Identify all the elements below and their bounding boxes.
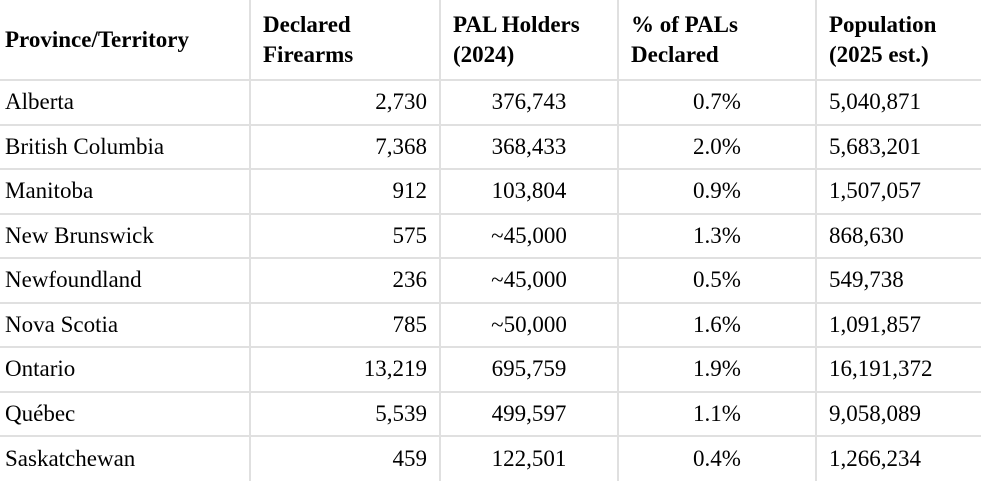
header-row: Province/Territory Declared Firearms PAL H… [0,0,981,81]
value-cell: 912 [249,168,441,215]
column-header: Province/Territory [0,0,251,81]
value-cell: 459 [249,435,441,481]
column-header: Declared Firearms [249,0,441,81]
value-cell: 122,501 [439,435,619,481]
value-cell: 695,759 [439,346,619,393]
province-cell: New Brunswick [0,212,251,259]
value-cell: 236 [249,257,441,304]
table-header: Province/Territory Declared Firearms PAL H… [0,0,981,81]
value-cell: 13,219 [249,346,441,393]
column-header: Population (2025 est.) [815,0,981,81]
column-header: PAL Holders (2024) [439,0,619,81]
value-cell: 1,507,057 [815,168,981,215]
province-cell: Ontario [0,346,251,393]
value-cell: 0.4% [617,435,817,481]
value-cell: 2,730 [249,79,441,126]
province-cell: Newfoundland [0,257,251,304]
value-cell: 368,433 [439,123,619,170]
value-cell: 9,058,089 [815,390,981,437]
value-cell: 376,743 [439,79,619,126]
value-cell: ~45,000 [439,257,619,304]
value-cell: 575 [249,212,441,259]
value-cell: 0.9% [617,168,817,215]
table-row: Nova Scotia 785 ~50,000 1.6% 1,091,857 [0,301,981,348]
table-row: Alberta 2,730 376,743 0.7% 5,040,871 [0,79,981,126]
table-row: New Brunswick 575 ~45,000 1.3% 868,630 [0,212,981,259]
value-cell: 1.3% [617,212,817,259]
value-cell: 1,266,234 [815,435,981,481]
table-row: Newfoundland 236 ~45,000 0.5% 549,738 [0,257,981,304]
value-cell: 868,630 [815,212,981,259]
value-cell: ~45,000 [439,212,619,259]
value-cell: 1.6% [617,301,817,348]
value-cell: 0.5% [617,257,817,304]
province-cell: Québec [0,390,251,437]
table-row: Saskatchewan 459 122,501 0.4% 1,266,234 [0,435,981,481]
value-cell: 1.9% [617,346,817,393]
value-cell: 2.0% [617,123,817,170]
value-cell: 7,368 [249,123,441,170]
value-cell: 5,040,871 [815,79,981,126]
value-cell: 549,738 [815,257,981,304]
column-header: % of PALs Declared [617,0,817,81]
value-cell: 1.1% [617,390,817,437]
table-row: Ontario 13,219 695,759 1.9% 16,191,372 [0,346,981,393]
value-cell: ~50,000 [439,301,619,348]
table-body: Alberta 2,730 376,743 0.7% 5,040,871 British … [0,79,981,481]
province-cell: British Columbia [0,123,251,170]
value-cell: 16,191,372 [815,346,981,393]
province-cell: Manitoba [0,168,251,215]
table-row: Manitoba 912 103,804 0.9% 1,507,057 [0,168,981,215]
table-row: British Columbia 7,368 368,433 2.0% 5,683,20… [0,123,981,170]
table-row: Québec 5,539 499,597 1.1% 9,058,089 [0,390,981,437]
value-cell: 103,804 [439,168,619,215]
value-cell: 5,683,201 [815,123,981,170]
province-cell: Alberta [0,79,251,126]
value-cell: 5,539 [249,390,441,437]
province-cell: Saskatchewan [0,435,251,481]
value-cell: 785 [249,301,441,348]
value-cell: 1,091,857 [815,301,981,348]
value-cell: 499,597 [439,390,619,437]
value-cell: 0.7% [617,79,817,126]
province-cell: Nova Scotia [0,301,251,348]
